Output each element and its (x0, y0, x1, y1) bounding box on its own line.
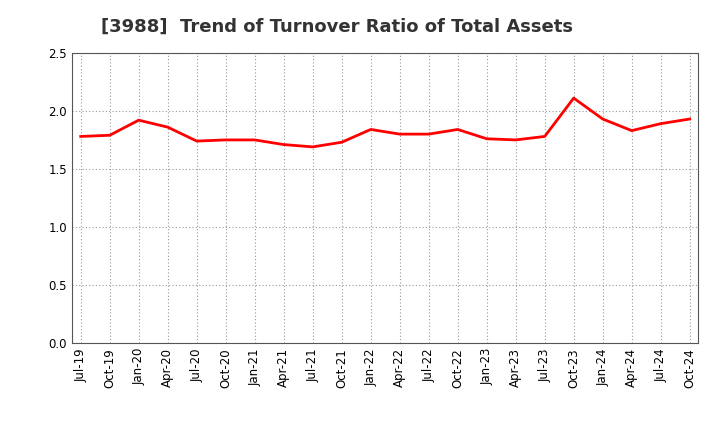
Text: [3988]  Trend of Turnover Ratio of Total Assets: [3988] Trend of Turnover Ratio of Total … (101, 18, 573, 36)
